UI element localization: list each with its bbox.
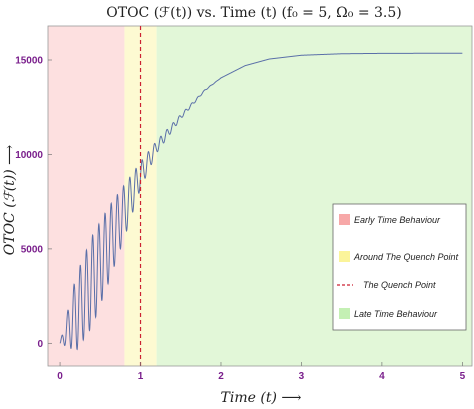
region-0 <box>48 26 125 366</box>
legend-item-early-label: Early Time Behaviour <box>354 215 441 225</box>
y-tick-label: 10000 <box>15 150 43 161</box>
x-tick-label: 3 <box>299 371 305 382</box>
legend-item-late-swatch <box>339 308 350 319</box>
x-tick-label: 1 <box>138 371 144 382</box>
x-tick-label: 5 <box>460 371 466 382</box>
x-tick-label: 0 <box>57 371 63 382</box>
y-tick-label: 0 <box>37 339 43 350</box>
legend-item-quench-region-label: Around The Quench Point <box>353 252 459 262</box>
chart-title: OTOC (ℱ(t)) vs. Time (t) (f₀ = 5, Ω₀ = 3… <box>106 5 401 21</box>
y-axis-label: OTOC (ℱ(t)) ⟶ <box>2 145 18 255</box>
legend-item-quench-region-swatch <box>339 251 350 262</box>
legend-item-late-label: Late Time Behaviour <box>354 309 438 319</box>
x-axis-label: Time (t) ⟶ <box>221 390 302 406</box>
legend: Early Time Behaviour Around The Quench Po… <box>332 203 467 331</box>
axis-ticks: 0 1 2 3 4 5 0 5000 10000 15000 <box>15 56 465 383</box>
legend-box <box>332 203 467 331</box>
y-tick-label: 15000 <box>15 56 43 67</box>
series-line-group <box>59 26 463 366</box>
legend-item-early-swatch <box>339 214 350 225</box>
series-line <box>59 52 463 351</box>
legend-item-quench-point-label: The Quench Point <box>363 280 436 290</box>
y-tick-label: 5000 <box>21 244 44 255</box>
x-tick-label: 4 <box>379 371 385 382</box>
plot-border <box>47 25 473 367</box>
x-tick-label: 2 <box>218 371 224 382</box>
plot-frame <box>47 25 473 367</box>
